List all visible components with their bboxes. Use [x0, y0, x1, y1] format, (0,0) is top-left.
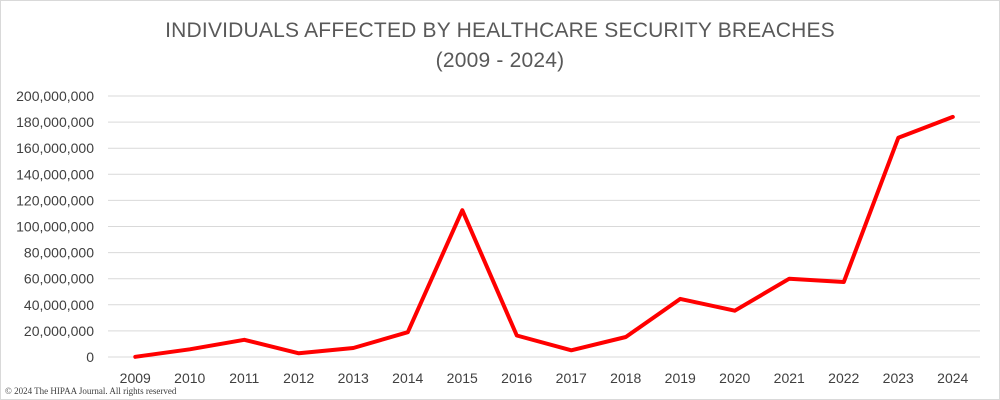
x-tick-label: 2022 [828, 370, 859, 386]
x-tick-label: 2010 [174, 370, 205, 386]
x-tick-label: 2014 [392, 370, 423, 386]
x-tick-label: 2018 [610, 370, 641, 386]
y-tick-label: 120,000,000 [16, 192, 94, 208]
x-tick-label: 2016 [501, 370, 532, 386]
x-tick-label: 2009 [120, 370, 151, 386]
x-tick-label: 2019 [665, 370, 696, 386]
y-tick-label: 0 [86, 349, 94, 365]
x-tick-label: 2020 [719, 370, 750, 386]
y-tick-label: 40,000,000 [24, 297, 94, 313]
y-tick-label: 200,000,000 [16, 88, 94, 104]
y-tick-label: 60,000,000 [24, 271, 94, 287]
y-tick-label: 100,000,000 [16, 219, 94, 235]
x-tick-label: 2011 [229, 370, 259, 386]
chart-subtitle: (2009 - 2024) [435, 49, 565, 72]
x-tick-label: 2017 [556, 370, 587, 386]
y-tick-label: 180,000,000 [16, 114, 94, 130]
y-tick-label: 80,000,000 [24, 245, 94, 261]
y-axis-labels: 0 20,000,000 40,000,000 60,000,000 80,000,00… [16, 88, 94, 365]
x-tick-label: 2012 [283, 370, 314, 386]
y-tick-label: 20,000,000 [24, 323, 94, 339]
x-tick-label: 2021 [774, 370, 805, 386]
x-tick-label: 2024 [937, 370, 968, 386]
series-line [133, 114, 955, 359]
chart-title: INDIVIDUALS AFFECTED BY HEALTHCARE SECUR… [165, 19, 835, 42]
x-tick-label: 2013 [338, 370, 369, 386]
x-tick-label: 2015 [447, 370, 478, 386]
series-group [133, 114, 955, 359]
y-tick-label: 160,000,000 [16, 140, 94, 156]
y-tick-label: 140,000,000 [16, 166, 94, 182]
gridlines [108, 95, 980, 358]
copyright-notice: © 2024 The HIPAA Journal. All rights res… [5, 386, 177, 396]
x-axis-labels: 2009 2010 2011 2012 2013 2014 2015 2016 2017 2018… [120, 370, 969, 386]
x-tick-label: 2023 [883, 370, 914, 386]
